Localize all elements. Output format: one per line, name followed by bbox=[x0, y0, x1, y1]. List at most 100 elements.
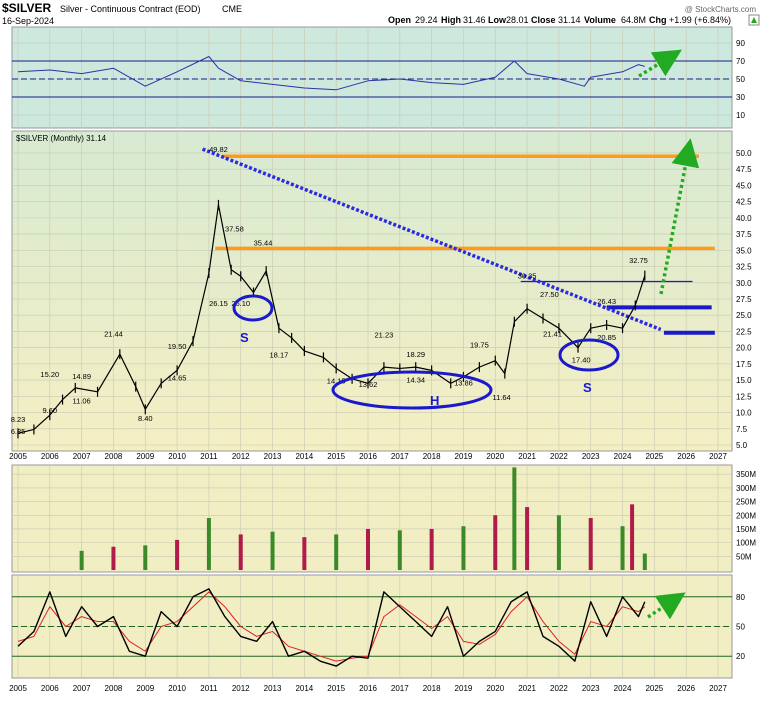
volume-bar bbox=[620, 526, 625, 570]
rsi-tick-label: 90 bbox=[736, 39, 745, 48]
volume-bar bbox=[366, 528, 370, 570]
volume-label: Volume bbox=[584, 15, 616, 25]
price-point-label: 26.10 bbox=[231, 299, 250, 308]
annotation-s-left: S bbox=[240, 330, 249, 345]
low-value: 28.01 bbox=[506, 15, 529, 25]
stochastic-tick-label: 20 bbox=[736, 652, 745, 661]
ticker-title: $SILVER bbox=[2, 1, 51, 15]
price-panel-label: $SILVER (Monthly) 31.14 bbox=[16, 134, 107, 143]
volume-tick-label: 350M bbox=[736, 470, 756, 479]
price-point-label: 21.23 bbox=[375, 331, 394, 340]
price-tick-label: 32.5 bbox=[736, 263, 752, 272]
price-point-label: 19.50 bbox=[168, 342, 187, 351]
price-point-label: 14.65 bbox=[168, 373, 187, 382]
rsi-tick-label: 30 bbox=[736, 93, 745, 102]
x-tick-label: 2015 bbox=[327, 684, 345, 693]
open-label: Open bbox=[388, 15, 411, 25]
price-point-label: 21.44 bbox=[104, 329, 123, 338]
close-value: 31.14 bbox=[558, 15, 581, 25]
right-shoulder-ellipse bbox=[558, 338, 620, 372]
volume-bar bbox=[493, 515, 498, 570]
price-point-label: 17.40 bbox=[572, 356, 591, 365]
x-tick-label: 2015 bbox=[327, 452, 345, 461]
up-arrow-icon bbox=[748, 14, 760, 26]
watermark: @ StockCharts.com bbox=[685, 5, 757, 14]
price-point-label: 49.82 bbox=[209, 145, 228, 154]
price-point-label: 9.60 bbox=[43, 406, 58, 415]
price-point-label: 11.64 bbox=[493, 393, 511, 402]
price-point-label: 6.35 bbox=[11, 427, 26, 436]
x-tick-label: 2013 bbox=[264, 684, 282, 693]
rsi-tick-label: 70 bbox=[736, 57, 745, 66]
volume-bar bbox=[238, 534, 243, 570]
x-tick-label: 2021 bbox=[518, 452, 536, 461]
price-tick-label: 17.5 bbox=[736, 360, 752, 369]
x-tick-label: 2018 bbox=[423, 684, 441, 693]
price-point-label: 32.75 bbox=[629, 256, 648, 265]
price-tick-label: 12.5 bbox=[736, 392, 752, 401]
volume-bar bbox=[206, 518, 211, 570]
chg-label: Chg bbox=[649, 15, 667, 25]
x-tick-label: 2013 bbox=[264, 452, 282, 461]
volume-bar bbox=[270, 531, 275, 570]
x-tick-label: 2008 bbox=[105, 452, 123, 461]
x-tick-label: 2027 bbox=[709, 684, 727, 693]
volume-bar bbox=[429, 528, 434, 570]
volume-value: 64.8M bbox=[621, 15, 646, 25]
x-tick-label: 2026 bbox=[677, 684, 695, 693]
price-point-label: 30.35 bbox=[518, 271, 537, 280]
x-tick-label: 2012 bbox=[232, 684, 250, 693]
price-point-label: 13.62 bbox=[359, 380, 378, 389]
price-point-label: 8.23 bbox=[11, 415, 26, 424]
volume-bar bbox=[302, 537, 307, 570]
ticker-description: Silver - Continuous Contract (EOD) bbox=[60, 4, 201, 14]
x-tick-label: 2021 bbox=[518, 684, 536, 693]
volume-tick-label: 150M bbox=[736, 525, 756, 534]
x-tick-label: 2022 bbox=[550, 452, 568, 461]
volume-tick-label: 100M bbox=[736, 539, 756, 548]
x-tick-label: 2014 bbox=[295, 684, 313, 693]
price-tick-label: 45.0 bbox=[736, 181, 752, 190]
x-tick-label: 2012 bbox=[232, 452, 250, 461]
x-tick-label: 2027 bbox=[709, 452, 727, 461]
price-point-label: 35.44 bbox=[254, 238, 273, 247]
price-tick-label: 40.0 bbox=[736, 214, 752, 223]
x-tick-label: 2023 bbox=[582, 684, 600, 693]
high-label: High bbox=[441, 15, 461, 25]
rsi-arrow-icon bbox=[638, 49, 682, 78]
x-tick-label: 2010 bbox=[168, 452, 186, 461]
price-point-label: 19.75 bbox=[470, 340, 489, 349]
price-point-label: 13.86 bbox=[454, 379, 473, 388]
x-tick-label: 2011 bbox=[200, 452, 218, 461]
price-line bbox=[17, 204, 646, 434]
volume-bar bbox=[525, 507, 530, 570]
annotation-h: H bbox=[430, 393, 439, 408]
x-tick-label: 2017 bbox=[391, 684, 409, 693]
high-value: 31.46 bbox=[463, 15, 486, 25]
volume-bar bbox=[334, 534, 339, 570]
price-point-label: 20.85 bbox=[597, 333, 616, 342]
price-point-label: 26.43 bbox=[597, 297, 616, 306]
price-tick-label: 15.0 bbox=[736, 376, 752, 385]
price-point-label: 18.17 bbox=[270, 351, 289, 360]
stochastic-tick-label: 50 bbox=[736, 623, 745, 632]
x-tick-label: 2025 bbox=[645, 684, 663, 693]
rsi-tick-label: 10 bbox=[736, 111, 745, 120]
price-point-label: 21.41 bbox=[543, 330, 562, 339]
price-panel bbox=[11, 130, 733, 452]
volume-bar bbox=[642, 553, 647, 570]
x-tick-label: 2007 bbox=[73, 684, 91, 693]
volume-bar bbox=[111, 546, 116, 570]
price-tick-label: 35.0 bbox=[736, 246, 752, 255]
x-tick-label: 2024 bbox=[614, 452, 632, 461]
volume-bar bbox=[630, 504, 635, 570]
rsi-tick-label: 50 bbox=[736, 75, 745, 84]
x-tick-label: 2024 bbox=[614, 684, 632, 693]
x-tick-label: 2014 bbox=[295, 452, 313, 461]
close-label: Close bbox=[531, 15, 556, 25]
x-tick-label: 2009 bbox=[136, 452, 154, 461]
x-tick-label: 2025 bbox=[645, 452, 663, 461]
price-point-label: 14.15 bbox=[327, 377, 346, 386]
open-value: 29.24 bbox=[415, 15, 438, 25]
